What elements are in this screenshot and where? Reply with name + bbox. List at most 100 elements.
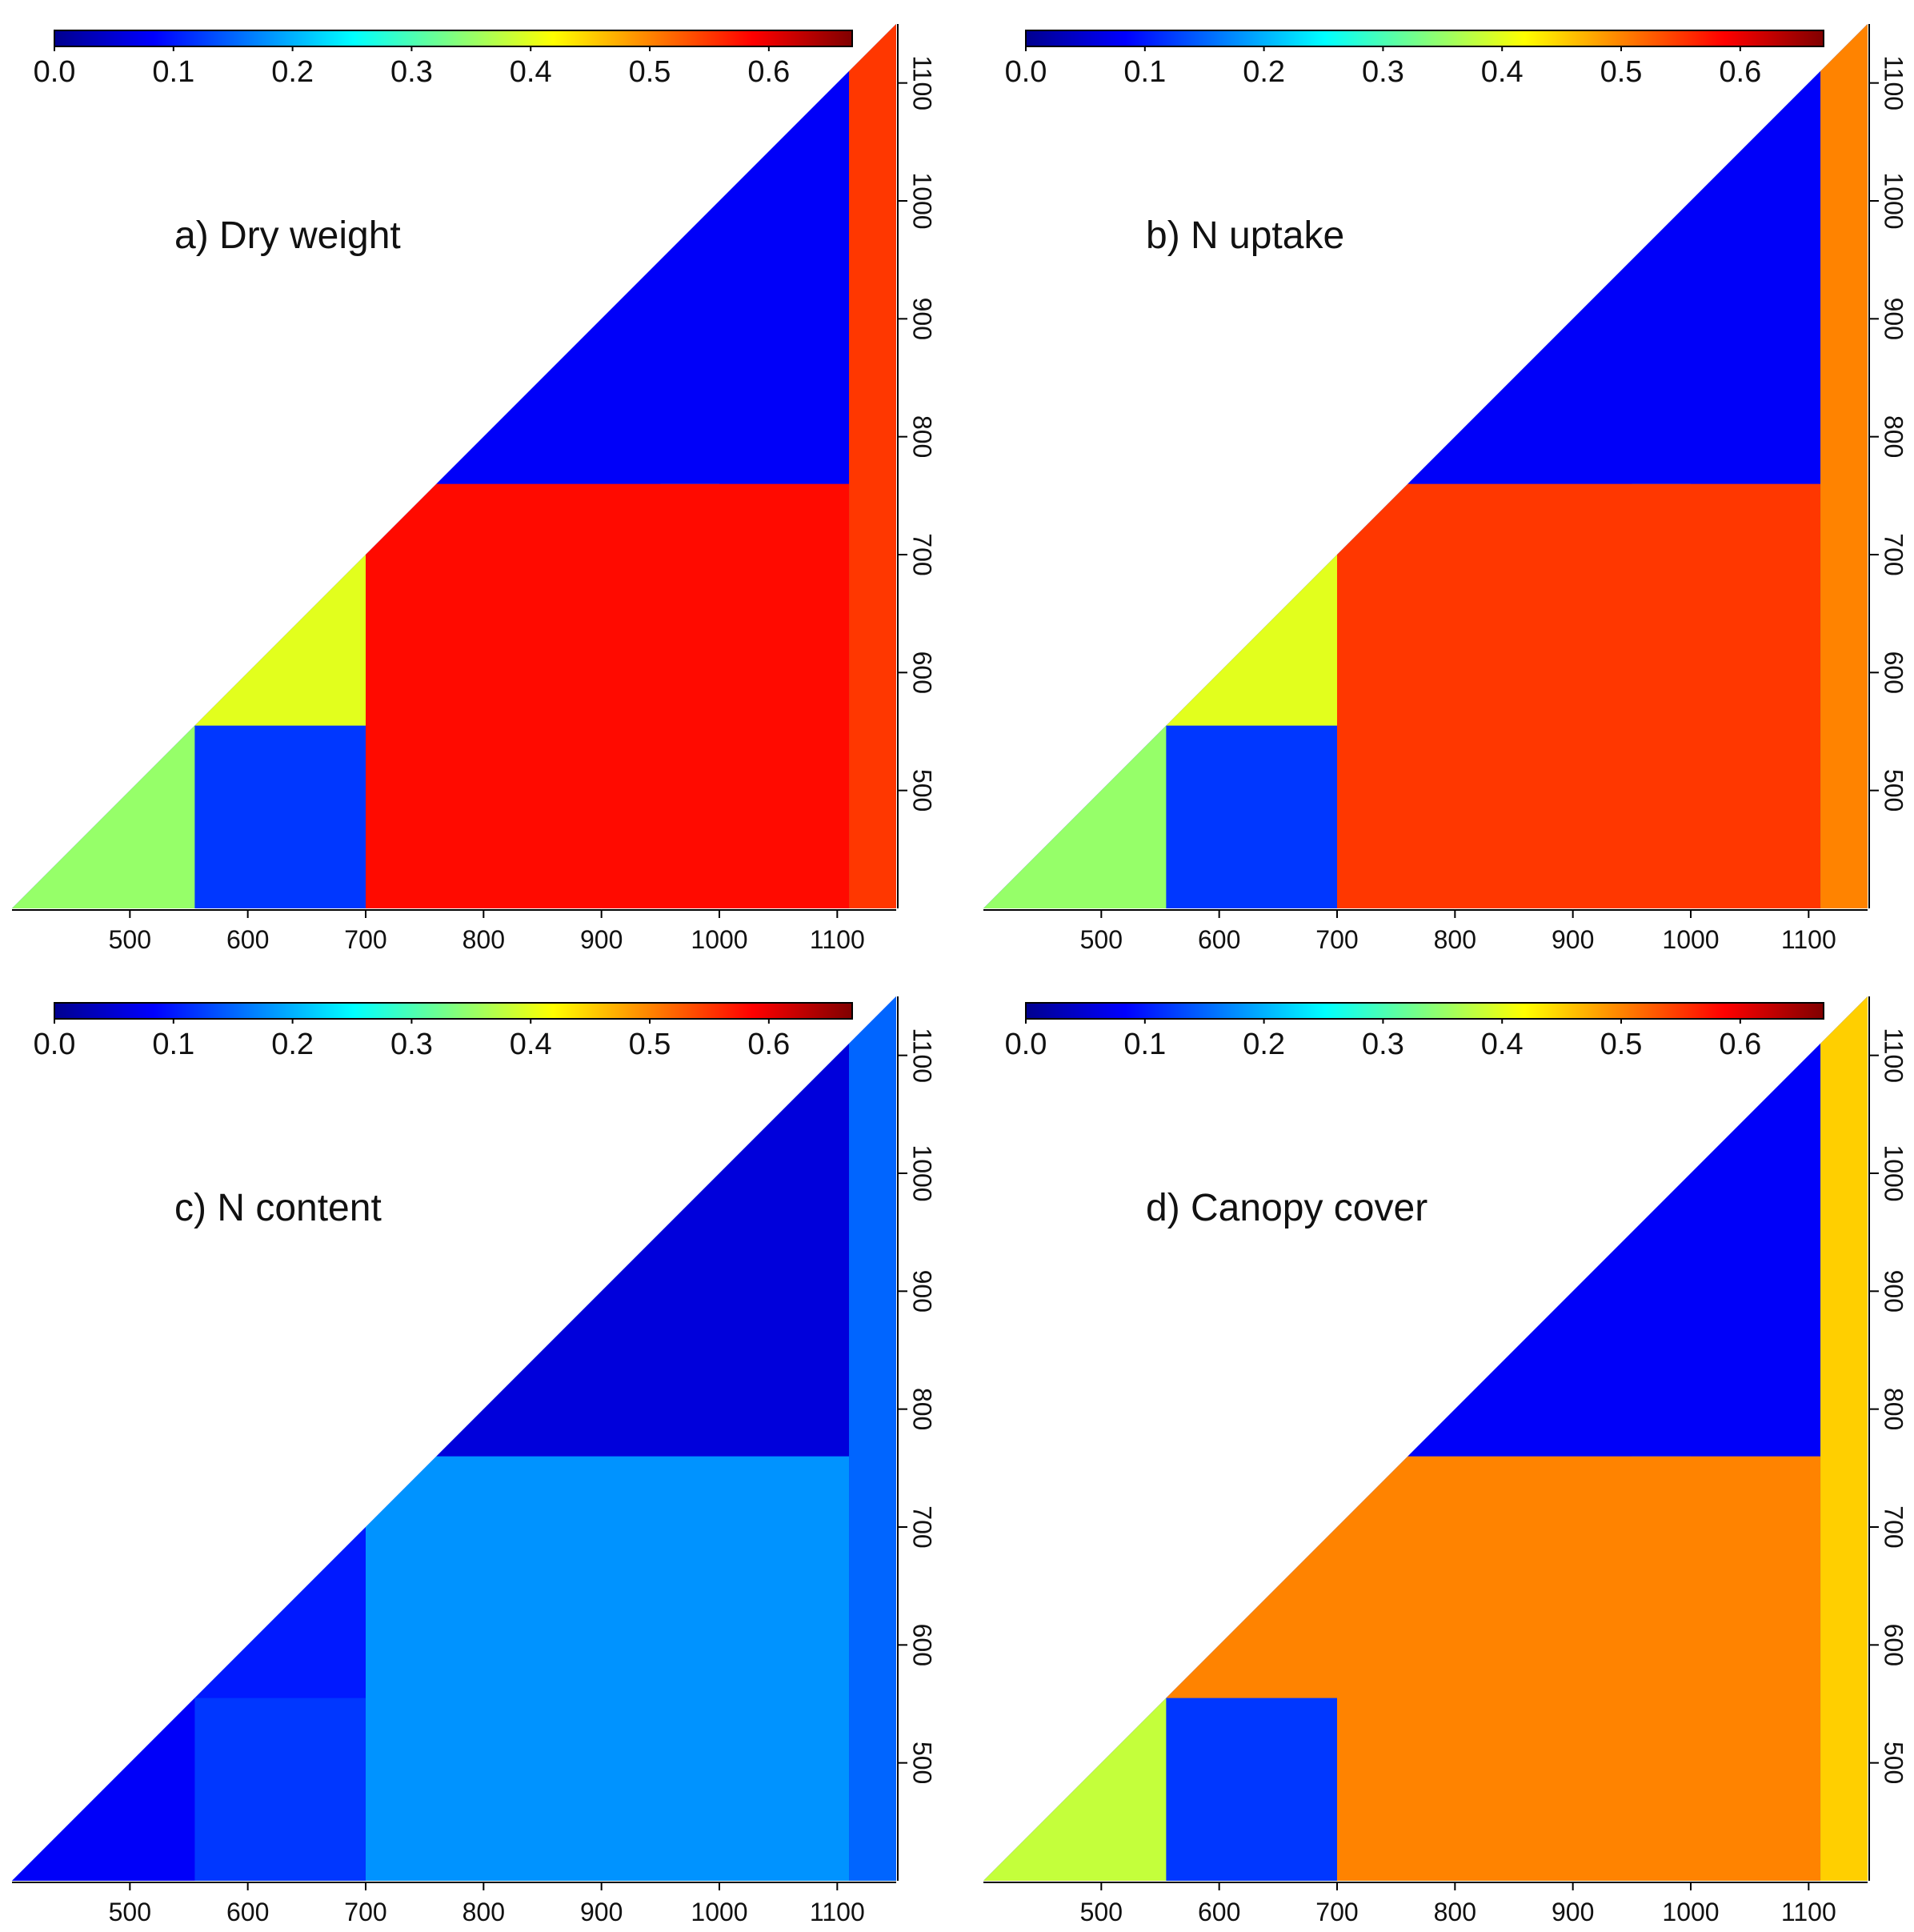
x-tick-label: 800 (1434, 1898, 1476, 1926)
heatmap-region (1337, 1456, 1821, 1881)
colorbar-tick-label: 0.6 (1719, 1028, 1761, 1061)
colorbar-tick-label: 0.6 (747, 1028, 790, 1061)
colorbar-tick-label: 0.5 (1600, 1028, 1643, 1061)
heatmap-region (1337, 1043, 1821, 1457)
y-tick-label: 500 (908, 769, 937, 812)
x-tick-label: 1000 (691, 925, 747, 954)
x-tick-label: 700 (1315, 925, 1358, 954)
x-tick-label: 900 (580, 1898, 623, 1926)
x-tick-label: 600 (226, 925, 269, 954)
colorbar-tick-label: 0.5 (629, 55, 671, 89)
heatmap-region (849, 996, 896, 1881)
panel-title: c) N content (174, 1187, 382, 1229)
heatmap-region (12, 725, 195, 908)
x-tick-label: 900 (1552, 1898, 1594, 1926)
heatmap-region (1820, 996, 1868, 1881)
y-tick-label: 500 (1880, 1742, 1908, 1784)
x-tick-label: 600 (1198, 1898, 1240, 1926)
colorbar-tick-label: 0.6 (1719, 55, 1761, 89)
colorbar-tick-label: 0.0 (1005, 1028, 1047, 1061)
heatmap-region (12, 1698, 195, 1881)
colorbar (54, 30, 853, 47)
x-tick-label: 800 (462, 925, 505, 954)
colorbar-tick-label: 0.2 (1243, 1028, 1285, 1061)
y-tick-label: 600 (908, 1624, 937, 1666)
heatmap-region (366, 70, 850, 484)
colorbar-tick-label: 0.5 (1600, 55, 1643, 89)
colorbar-tick-label: 0.6 (747, 55, 790, 89)
heatmap-region (983, 725, 1167, 908)
y-tick-label: 800 (908, 1388, 937, 1430)
x-tick-label: 900 (1552, 925, 1594, 954)
y-tick-label: 900 (1880, 1270, 1908, 1313)
panel-title: a) Dry weight (174, 214, 401, 257)
y-tick-label: 800 (908, 415, 937, 458)
heatmap-region (1337, 483, 1821, 908)
y-tick-label: 700 (1880, 533, 1908, 575)
x-tick-label: 700 (344, 925, 386, 954)
colorbar-tick-label: 0.3 (1362, 1028, 1404, 1061)
y-tick-label: 600 (1880, 1624, 1908, 1666)
colorbar-tick-label: 0.1 (1123, 55, 1166, 89)
colorbar-tick-label: 0.0 (34, 55, 76, 89)
y-tick-label: 600 (908, 651, 937, 694)
x-tick-label: 1000 (691, 1898, 747, 1926)
x-tick-label: 500 (109, 1898, 151, 1926)
x-tick-label: 500 (1080, 925, 1123, 954)
y-tick-label: 700 (908, 1505, 937, 1548)
y-tick-label: 1000 (908, 172, 937, 229)
colorbar-tick-label: 0.4 (510, 1028, 552, 1061)
panel-2: 500 600 700 800 900 1000 1100 500 600 700 800 900 10… (983, 24, 1908, 954)
x-tick-label: 500 (1080, 1898, 1123, 1926)
heatmap-region (1820, 24, 1868, 908)
panel-1: 500 600 700 800 900 1000 1100 500 600 700 800 900 10… (12, 24, 937, 954)
colorbar (1025, 30, 1824, 47)
heatmap-cells (983, 996, 1868, 1881)
heatmap-region (1166, 1527, 1337, 1698)
heatmap-cells (12, 24, 896, 908)
heatmap-region (194, 555, 366, 726)
x-tick-label: 1100 (810, 1898, 865, 1926)
y-tick-label: 500 (1880, 769, 1908, 812)
y-tick-label: 1100 (908, 1028, 937, 1083)
x-tick-label: 900 (580, 925, 623, 954)
y-tick-label: 1000 (1880, 172, 1908, 229)
colorbar-tick-label: 0.2 (1243, 55, 1285, 89)
panel-3: 500 600 700 800 900 1000 1100 500 600 700 800 900 10… (12, 996, 937, 1926)
heatmap-cells (12, 996, 896, 1881)
y-tick-label: 500 (908, 1742, 937, 1784)
y-tick-label: 1100 (1880, 55, 1908, 110)
heatmap-cells (983, 24, 1868, 908)
colorbar-tick-label: 0.0 (34, 1028, 76, 1061)
x-tick-label: 700 (1315, 1898, 1358, 1926)
y-tick-label: 800 (1880, 1388, 1908, 1430)
heatmap-region (194, 1527, 366, 1698)
y-tick-label: 800 (1880, 415, 1908, 458)
x-tick-label: 800 (1434, 925, 1476, 954)
y-tick-label: 1100 (908, 55, 937, 110)
x-tick-label: 1100 (810, 925, 865, 954)
colorbar-tick-label: 0.5 (629, 1028, 671, 1061)
panel-title: b) N uptake (1146, 214, 1344, 257)
heatmap-region (366, 1456, 850, 1881)
colorbar (1025, 1002, 1824, 1020)
heatmap-region (849, 24, 896, 908)
colorbar-tick-label: 0.3 (390, 1028, 433, 1061)
y-tick-label: 1000 (1880, 1144, 1908, 1201)
colorbar-tick-label: 0.4 (1481, 1028, 1524, 1061)
y-tick-label: 900 (908, 298, 937, 340)
x-tick-label: 500 (109, 925, 151, 954)
colorbar-tick-label: 0.1 (152, 55, 194, 89)
colorbar-tick-label: 0.1 (152, 1028, 194, 1061)
y-tick-label: 700 (908, 533, 937, 575)
x-tick-label: 1000 (1662, 925, 1719, 954)
colorbar-tick-label: 0.4 (1481, 55, 1524, 89)
colorbar-tick-label: 0.2 (271, 55, 314, 89)
y-tick-label: 900 (1880, 298, 1908, 340)
panel-4: 500 600 700 800 900 1000 1100 500 600 700 800 900 10… (983, 996, 1908, 1926)
x-tick-label: 1000 (1662, 1898, 1719, 1926)
colorbar-tick-label: 0.4 (510, 55, 552, 89)
colorbar-tick-label: 0.1 (1123, 1028, 1166, 1061)
colorbar-tick-label: 0.3 (1362, 55, 1404, 89)
x-tick-label: 1100 (1781, 1898, 1836, 1926)
